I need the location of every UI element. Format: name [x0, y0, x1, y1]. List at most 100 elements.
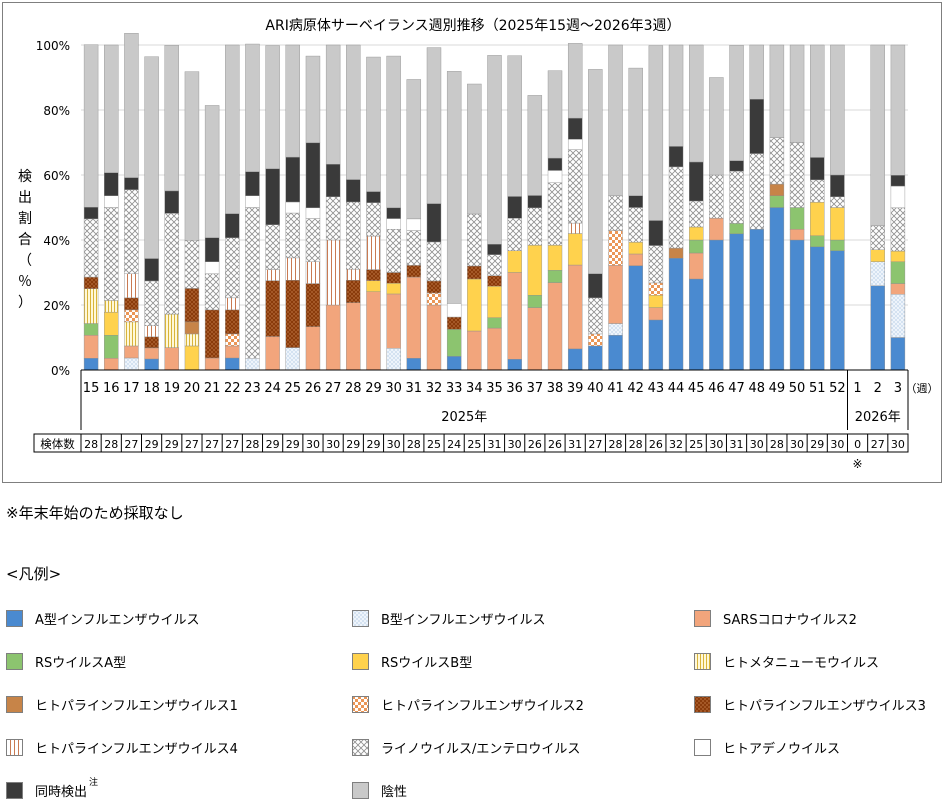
bar-segment	[608, 230, 623, 266]
bar-segment	[265, 269, 280, 281]
legend-item: ヒトパラインフルエンザウイルス1	[6, 693, 238, 715]
bar-segment	[507, 196, 522, 219]
bar-segment	[628, 207, 643, 243]
bar-segment	[628, 253, 643, 266]
specimen-count: 0	[854, 438, 861, 451]
bar-segment	[83, 288, 99, 324]
specimen-count: 29	[346, 438, 360, 451]
y-axis-label-char: 割	[18, 210, 32, 227]
bar-segment	[366, 291, 381, 371]
x-tick-label: 30	[385, 381, 402, 396]
bar-segment	[689, 161, 704, 202]
specimen-count: 30	[508, 438, 522, 451]
bar-segment	[689, 44, 704, 163]
bar-segment	[749, 99, 764, 154]
bar-segment	[890, 44, 906, 176]
bar-segment	[83, 44, 99, 208]
legend-item: RSウイルスB型	[352, 650, 472, 672]
legend-item: RSウイルスA型	[6, 650, 126, 672]
specimen-count: 29	[266, 438, 280, 451]
x-tick-label: 2	[874, 381, 882, 396]
bar-segment	[184, 240, 200, 289]
bar-segment	[628, 195, 643, 208]
legend-item: ヒトパラインフルエンザウイルス2	[352, 693, 584, 715]
bar-segment	[124, 33, 139, 178]
bar-segment	[487, 244, 502, 255]
bar-segment	[588, 297, 603, 335]
specimen-count: 28	[245, 438, 259, 451]
bar-segment	[305, 218, 321, 262]
specimen-count: 31	[730, 438, 744, 451]
bar-segment	[749, 44, 764, 100]
x-tick-label: 40	[587, 381, 604, 396]
bar-segment	[890, 207, 906, 252]
bar-segment	[225, 44, 240, 214]
legend-label: RSウイルスB型	[381, 655, 473, 671]
bar-segment	[265, 45, 280, 170]
x-tick-label: 1	[853, 381, 861, 396]
bar-segment	[265, 168, 280, 225]
bar-segment	[426, 47, 442, 204]
year-label: 2025年	[441, 410, 487, 425]
legend-item: ライノウイルス/エンテロウイルス	[352, 736, 580, 758]
bar-segment	[104, 207, 119, 301]
bar-segment	[769, 195, 785, 208]
bar-segment	[608, 335, 623, 371]
x-tick-label: 26	[305, 381, 322, 396]
legend-swatch	[694, 609, 711, 627]
bar-segment	[124, 309, 139, 323]
bar-segment	[689, 278, 704, 371]
bar-segment	[588, 345, 603, 371]
legend-swatch	[6, 609, 23, 627]
axes: 15 16 17 18 19 20 21 22 23 24 25 26 27 28 29 30 31 32 33 34…	[33, 369, 939, 471]
bar-segment	[810, 157, 825, 181]
bar-segment	[346, 44, 361, 180]
bar-segment	[426, 304, 442, 371]
bar-segment	[608, 44, 623, 197]
bar-segment	[870, 44, 885, 226]
y-tick-label: 100%	[36, 39, 70, 53]
bar-segment	[104, 300, 119, 313]
bar-segment	[709, 174, 724, 219]
bar-segment	[346, 280, 361, 303]
y-tick-label: 60%	[43, 169, 70, 183]
bar-segment	[204, 357, 220, 371]
x-tick-label: 24	[264, 381, 281, 396]
x-tick-label: 41	[607, 381, 624, 396]
bar-segment	[830, 196, 845, 208]
bar-segment	[668, 44, 684, 147]
bar-segment	[648, 307, 664, 321]
x-tick-label: 33	[446, 381, 463, 396]
legend-swatch	[352, 781, 369, 799]
x-tick-label: 20	[184, 381, 201, 396]
bar-segment	[285, 280, 300, 348]
legend-swatch	[694, 652, 711, 670]
bar-segment	[769, 183, 785, 197]
specimen-count: 30	[790, 438, 804, 451]
bar-segment	[830, 207, 845, 241]
x-tick-label: 3	[894, 381, 902, 396]
bar-segment	[547, 282, 563, 371]
bar-segment	[426, 292, 442, 306]
bar-segment	[386, 272, 401, 284]
no-sampling-note: ※年末年始のため採取なし	[6, 504, 184, 522]
bar-segment	[507, 272, 522, 360]
bar-segment	[446, 329, 462, 357]
x-tick-label: 37	[527, 381, 544, 396]
x-tick-label: 39	[567, 381, 584, 396]
bar-segment	[487, 317, 502, 329]
bar-segment	[204, 261, 220, 274]
bar-segment	[164, 213, 179, 315]
bar-segment	[184, 321, 200, 335]
bar-segment	[487, 254, 502, 276]
specimen-count: 28	[629, 438, 643, 451]
bar-segment	[769, 44, 785, 138]
specimen-count: 26	[548, 438, 562, 451]
bar-segment	[245, 171, 260, 196]
bar-segment	[608, 323, 623, 336]
bar-segment	[628, 242, 643, 255]
specimen-count: 28	[609, 438, 623, 451]
bar-segment	[810, 246, 825, 371]
bar-segment	[285, 212, 300, 259]
bar-segment	[386, 229, 401, 273]
